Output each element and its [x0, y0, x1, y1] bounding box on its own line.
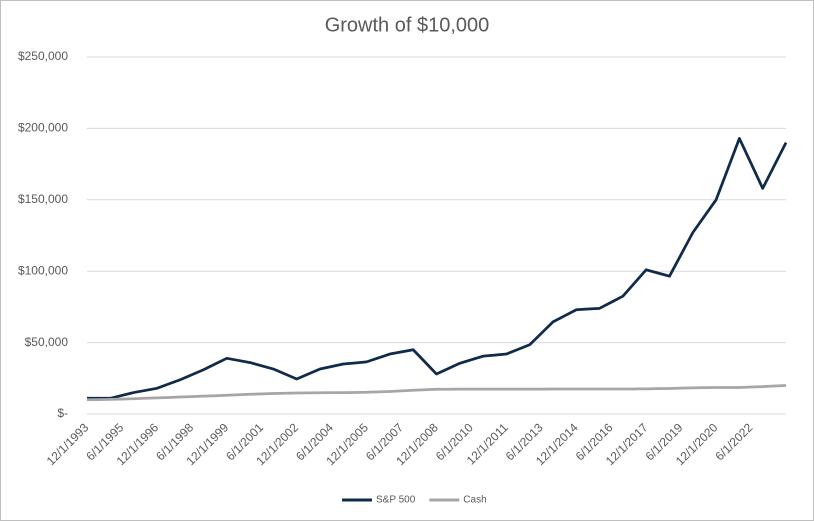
- y-tick-label: $200,000: [18, 121, 68, 135]
- legend-label: Cash: [463, 495, 486, 506]
- series-line: [87, 137, 788, 400]
- y-tick-label: $-: [57, 406, 68, 420]
- y-tick-label: $50,000: [25, 335, 69, 349]
- chart-title: Growth of $10,000: [325, 14, 490, 36]
- y-tick-label: $150,000: [18, 192, 68, 206]
- y-tick-label: $100,000: [18, 263, 68, 277]
- legend-label: S&P 500: [376, 495, 416, 506]
- series-line: [86, 384, 787, 402]
- y-tick-label: $250,000: [18, 49, 68, 63]
